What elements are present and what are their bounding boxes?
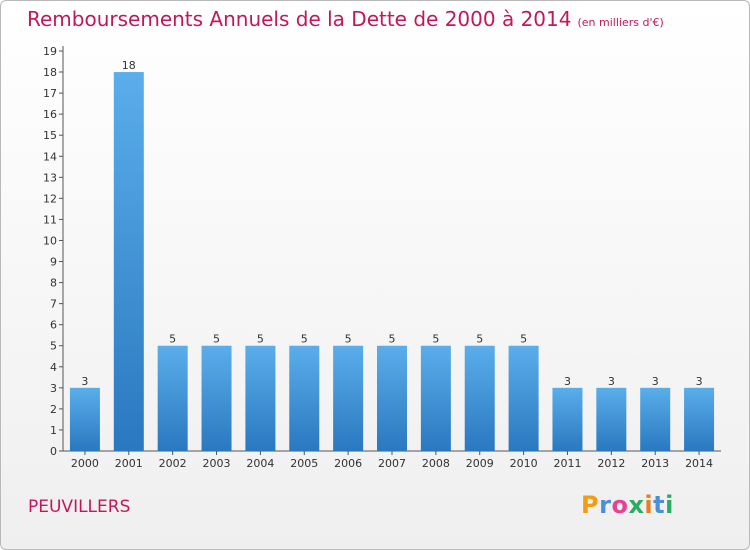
data-label-2012: 3	[608, 375, 615, 388]
data-label-2014: 3	[696, 375, 703, 388]
data-label-2010: 5	[520, 333, 527, 346]
y-tick-label: 1	[50, 424, 57, 437]
bar-2005	[289, 345, 320, 451]
data-label-2004: 5	[257, 333, 264, 346]
data-label-2000: 3	[81, 375, 88, 388]
x-tick-label: 2003	[203, 457, 231, 470]
y-tick-label: 6	[50, 319, 57, 332]
title-text: Remboursements Annuels de la Dette de 20…	[27, 7, 572, 31]
y-tick-label: 12	[43, 192, 57, 205]
bars	[69, 72, 715, 451]
data-label-2007: 5	[389, 333, 396, 346]
x-tick-label: 2000	[71, 457, 99, 470]
chart-title: Remboursements Annuels de la Dette de 20…	[27, 7, 664, 31]
bar-2007	[377, 345, 407, 451]
data-label-2006: 5	[345, 333, 352, 346]
data-label-2013: 3	[652, 375, 659, 388]
x-tick-label: 2004	[246, 457, 274, 470]
bar-2013	[640, 387, 671, 451]
y-tick-label: 8	[50, 277, 57, 290]
bar-2008	[420, 345, 451, 451]
data-label-2002: 5	[169, 333, 176, 346]
bar-2000	[69, 387, 100, 451]
y-tick-label: 0	[50, 445, 57, 458]
bar-2006	[333, 345, 364, 451]
y-tick-label: 9	[50, 256, 57, 269]
y-tick-label: 15	[43, 129, 57, 142]
bar-2014	[684, 387, 715, 451]
x-tick-label: 2001	[115, 457, 143, 470]
y-tick-label: 7	[50, 298, 57, 311]
y-tick-label: 10	[43, 234, 57, 247]
x-axis: 2000 2001 2002 2003 2004 2005 2006 2007 2008 2009…	[63, 450, 721, 470]
y-tick-label: 14	[43, 150, 57, 163]
logo-letter: o	[611, 491, 629, 519]
bar-2012	[596, 387, 627, 451]
x-tick-label: 2014	[685, 457, 713, 470]
x-tick-label: 2002	[159, 457, 187, 470]
logo-letter: x	[628, 491, 645, 519]
x-tick-label: 2009	[466, 457, 494, 470]
logo-letter: i	[665, 491, 674, 519]
x-tick-label: 2005	[290, 457, 318, 470]
logo-letter: r	[599, 491, 612, 519]
data-label-2011: 3	[564, 375, 571, 388]
y-tick-label: 3	[50, 382, 57, 395]
place-name: PEUVILLERS	[28, 497, 131, 517]
data-label-2009: 5	[476, 333, 483, 346]
y-tick-label: 13	[43, 171, 57, 184]
x-tick-label: 2012	[597, 457, 625, 470]
data-label-2005: 5	[301, 333, 308, 346]
logo-letter: P	[581, 491, 600, 519]
bar-2002	[157, 345, 188, 451]
y-tick-label: 17	[43, 87, 57, 100]
bar-2010	[508, 345, 539, 451]
bar-2011	[552, 387, 583, 451]
data-labels: 3 18 5 5 5 5 5 5 5 5 5 3 3 3 3	[81, 59, 702, 388]
x-tick-label: 2010	[510, 457, 538, 470]
x-tick-label: 2008	[422, 457, 450, 470]
x-tick-label: 2013	[641, 457, 669, 470]
y-tick-label: 16	[43, 108, 57, 121]
y-tick-label: 4	[50, 361, 57, 374]
bar-2009	[464, 345, 495, 451]
y-tick-label: 2	[50, 403, 57, 416]
logo-letter: t	[653, 491, 666, 519]
data-label-2003: 5	[213, 333, 220, 346]
data-label-2001: 18	[122, 59, 136, 72]
y-tick-label: 5	[50, 340, 57, 353]
bar-2001	[113, 72, 144, 451]
bar-2004	[245, 345, 276, 451]
y-tick-label: 19	[43, 45, 57, 58]
data-label-2008: 5	[432, 333, 439, 346]
x-tick-label: 2006	[334, 457, 362, 470]
chart-subtitle: (en milliers d'€)	[577, 16, 664, 29]
logo-letter: i	[644, 491, 654, 519]
y-tick-label: 11	[43, 213, 57, 226]
y-tick-label: 18	[43, 66, 57, 79]
proxiti-logo: Proxiti	[581, 491, 674, 519]
x-tick-label: 2011	[553, 457, 581, 470]
x-tick-label: 2007	[378, 457, 406, 470]
bar-2003	[201, 345, 232, 451]
